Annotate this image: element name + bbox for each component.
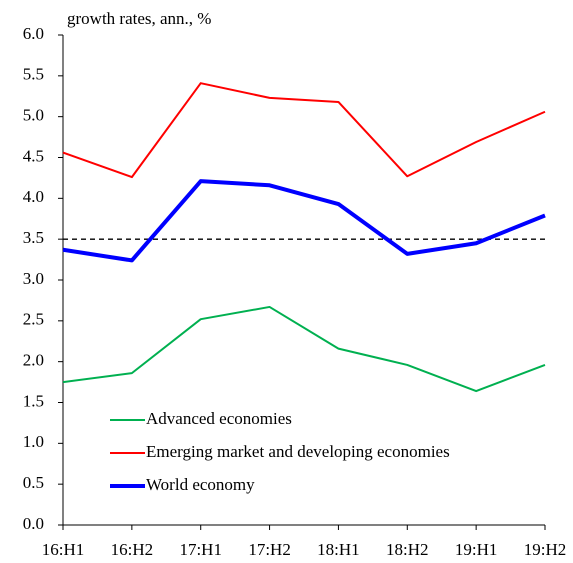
series-line bbox=[62, 82, 546, 179]
x-tick-label: 18:H2 bbox=[386, 540, 429, 559]
x-tick-label: 16:H2 bbox=[111, 540, 154, 559]
y-tick-label: 0.5 bbox=[23, 473, 44, 492]
legend-label: World economy bbox=[146, 475, 255, 494]
x-tick-label: 19:H2 bbox=[524, 540, 567, 559]
series-line bbox=[62, 305, 546, 393]
x-tick-label: 16:H1 bbox=[42, 540, 85, 559]
legend-label: Advanced economies bbox=[146, 409, 292, 428]
y-tick-label: 5.5 bbox=[23, 65, 44, 84]
series-line bbox=[62, 179, 546, 263]
y-tick-label: 2.5 bbox=[23, 310, 44, 329]
y-tick-label: 2.0 bbox=[23, 351, 44, 370]
y-tick-label: 1.0 bbox=[23, 432, 44, 451]
y-tick-label: 5.0 bbox=[23, 106, 44, 125]
y-tick-label: 3.0 bbox=[23, 269, 44, 288]
axis-title: growth rates, ann., % bbox=[67, 9, 211, 28]
x-tick-label: 17:H2 bbox=[248, 540, 291, 559]
x-tick-label: 18:H1 bbox=[317, 540, 360, 559]
y-tick-label: 6.0 bbox=[23, 24, 44, 43]
y-tick-label: 1.5 bbox=[23, 391, 44, 410]
y-tick-label: 0.0 bbox=[23, 514, 44, 533]
y-tick-label: 4.5 bbox=[23, 146, 44, 165]
y-tick-label: 3.5 bbox=[23, 228, 44, 247]
x-tick-label: 19:H1 bbox=[455, 540, 498, 559]
y-tick-label: 4.0 bbox=[23, 187, 44, 206]
legend-label: Emerging market and developing economies bbox=[146, 442, 450, 461]
x-tick-label: 17:H1 bbox=[179, 540, 222, 559]
